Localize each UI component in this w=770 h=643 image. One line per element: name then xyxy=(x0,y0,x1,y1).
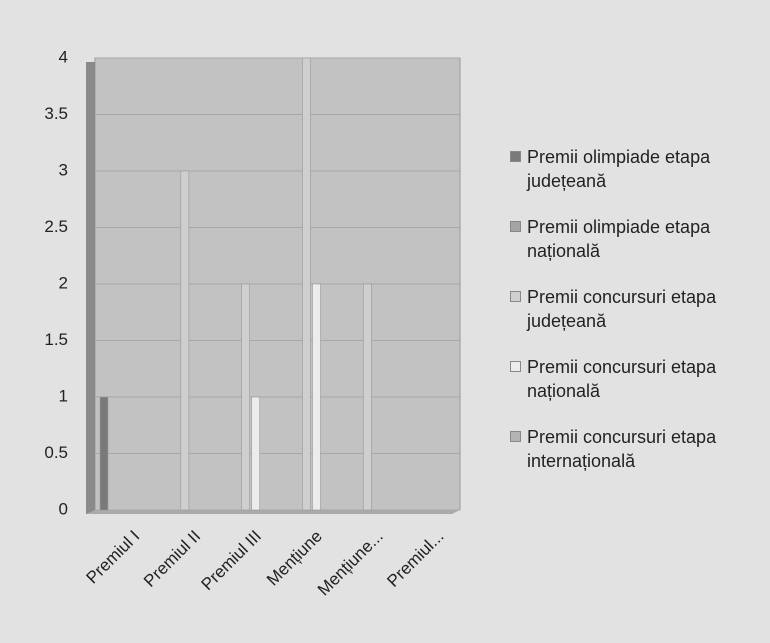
bar xyxy=(180,170,190,511)
legend-label: Premii olimpiade etapa județeană xyxy=(527,147,711,191)
bar xyxy=(363,283,372,511)
legend-swatch xyxy=(510,151,521,162)
legend-item: Premii concursuri etapa județeană xyxy=(510,285,727,333)
legend-label: Premii olimpiade etapa națională xyxy=(527,217,711,261)
legend-item: Premii olimpiade etapa națională xyxy=(510,215,727,263)
x-tick-label: Premiul I xyxy=(83,527,144,588)
floor xyxy=(86,510,460,514)
y-tick-label: 1.5 xyxy=(44,330,68,349)
x-tick-label: Mențiune... xyxy=(314,527,387,600)
legend: Premii olimpiade etapa județeană Premii o… xyxy=(510,145,727,495)
x-tick-label: Premiul III xyxy=(198,527,266,595)
y-tick-label: 0.5 xyxy=(44,443,68,462)
bar xyxy=(302,57,311,511)
y-tick-label: 1 xyxy=(59,386,68,405)
legend-swatch xyxy=(510,221,521,232)
x-tick-label: Premiul II xyxy=(140,527,204,591)
bar xyxy=(99,396,109,511)
x-tick-label: Mențiune xyxy=(263,527,326,590)
y-tick-label: 3 xyxy=(59,160,68,179)
legend-swatch xyxy=(510,431,521,442)
bar xyxy=(241,283,250,511)
legend-item: Premii olimpiade etapa județeană xyxy=(510,145,727,193)
y-tick-label: 2 xyxy=(59,273,68,292)
y-tick-label: 3.5 xyxy=(44,104,68,123)
side-wall xyxy=(86,62,95,514)
legend-swatch xyxy=(510,361,521,372)
y-tick-label: 0 xyxy=(59,499,68,518)
legend-label: Premii concursuri etapa națională xyxy=(527,357,717,401)
legend-swatch xyxy=(510,291,521,302)
bar xyxy=(251,396,260,511)
legend-label: Premii concursuri etapa județeană xyxy=(527,287,717,331)
bar xyxy=(312,283,321,511)
legend-label: Premii concursuri etapa internațională xyxy=(527,427,717,471)
legend-item: Premii concursuri etapa internațională xyxy=(510,425,727,473)
x-tick-label: Premiul... xyxy=(383,527,447,591)
y-tick-label: 4 xyxy=(59,47,68,66)
legend-item: Premii concursuri etapa națională xyxy=(510,355,727,403)
y-tick-label: 2.5 xyxy=(44,217,68,236)
